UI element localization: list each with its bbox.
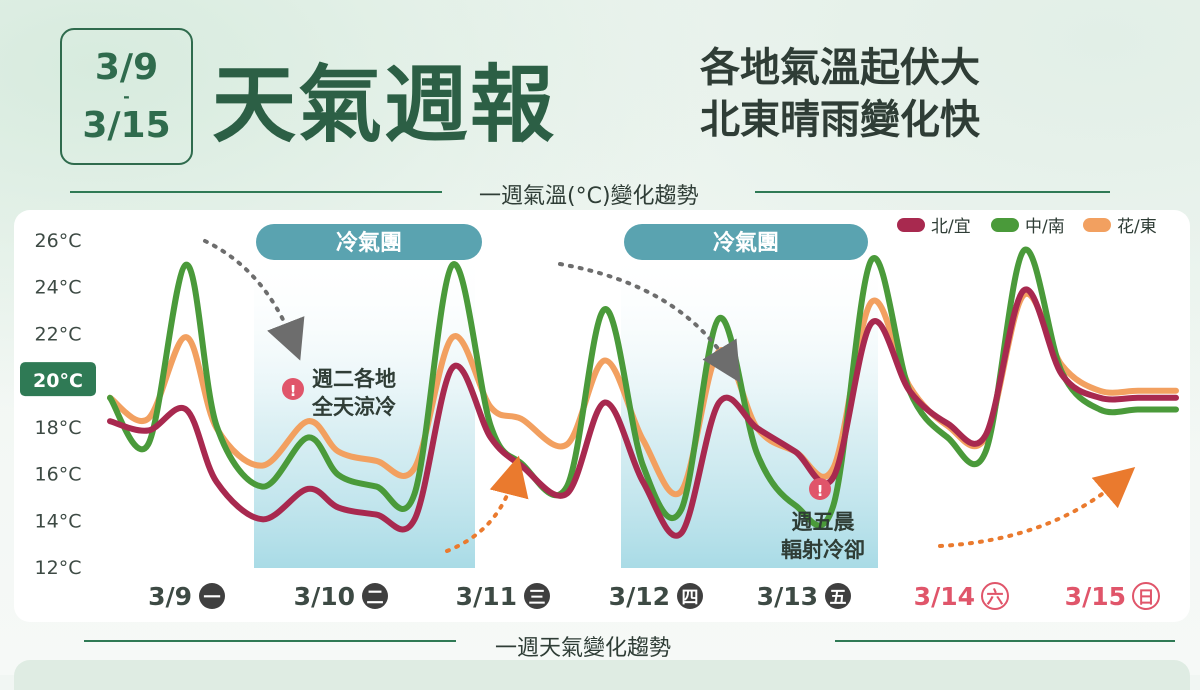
- legend-swatch: [1083, 218, 1111, 232]
- date-end: 3/15: [82, 104, 171, 146]
- section-rule-right: [755, 191, 1110, 193]
- alert-icon-fri-glyph: !: [817, 482, 824, 500]
- y-tick-label: 22°C: [35, 323, 82, 345]
- x-tick-date: 3/12: [609, 582, 670, 611]
- x-tick-date: 3/11: [456, 582, 517, 611]
- x-tick-weekday-badge: [677, 583, 703, 609]
- next-section-preview: [14, 660, 1190, 690]
- legend-label: 花/東: [1117, 217, 1157, 237]
- temp-trend-heading: 一週氣溫(°C)變化趨勢: [479, 184, 699, 209]
- x-tick-date: 3/9: [148, 582, 192, 611]
- legend-swatch: [991, 218, 1019, 232]
- y-axis: 26°C 24°C 22°C 20°C 18°C 16°C 14°C 12°C: [20, 230, 96, 579]
- alert-icon-tue: [282, 378, 304, 400]
- y-tick-label: 16°C: [35, 464, 82, 486]
- x-tick-weekday: 日: [1138, 588, 1155, 608]
- y-tick-label: 12°C: [35, 557, 82, 579]
- x-tick-weekday: 二: [367, 588, 384, 608]
- note-fri-line-2: 輻射冷卻: [781, 538, 865, 562]
- cold-mass-pill-2: [624, 224, 868, 260]
- page-title: 天氣週報: [212, 56, 557, 154]
- y-tick-label: 14°C: [35, 510, 82, 532]
- x-axis: 3/9 一 3/10 二 3/11 三 3/12 四 3/13 五 3/14 六 3/15 日: [148, 582, 1160, 611]
- x-tick-weekday: 一: [204, 588, 221, 608]
- alert-icon-tue-glyph: !: [290, 382, 297, 400]
- x-tick-weekday-badge: [981, 582, 1009, 610]
- x-tick-date: 3/13: [757, 582, 818, 611]
- section-rule-left: [70, 191, 442, 193]
- x-tick-weekday-badge: [199, 583, 225, 609]
- note-tue-line-2: 全天涼冷: [311, 395, 396, 419]
- subtitle-line-2: 北東晴雨變化快: [700, 97, 980, 143]
- x-tick-weekday: 四: [682, 588, 699, 608]
- section-rule-right-2: [835, 640, 1175, 642]
- cooling-arrow-1: [203, 239, 305, 361]
- y-tick-label: 24°C: [35, 277, 82, 299]
- series-line-1: [107, 246, 1179, 529]
- y-tick-label: 18°C: [35, 417, 82, 439]
- date-separator: -: [123, 86, 130, 106]
- series-lines: [107, 246, 1179, 539]
- x-tick-weekday-badge: [524, 583, 550, 609]
- note-fri-line-1: 週五晨: [792, 510, 856, 534]
- cold-mass-label-2: 冷氣團: [713, 230, 779, 256]
- legend-swatch: [897, 218, 925, 232]
- x-tick-weekday: 六: [987, 587, 1004, 608]
- x-tick-weekday-badge: [825, 583, 851, 609]
- series-line-0: [107, 286, 1179, 539]
- legend-label: 北/宜: [931, 217, 971, 237]
- subtitle-line-1: 各地氣溫起伏大: [700, 45, 980, 91]
- alert-icon-fri: [809, 478, 831, 500]
- y-tick-label: 26°C: [35, 230, 82, 252]
- x-tick-weekday-badge: [362, 583, 388, 609]
- x-tick-weekday: 三: [529, 588, 546, 608]
- x-tick-date: 3/14: [914, 582, 975, 611]
- warming-arrow-1: [445, 455, 529, 553]
- subtitle: 各地氣溫起伏大 北東晴雨變化快: [700, 42, 980, 146]
- date-start: 3/9: [94, 46, 159, 88]
- x-tick-weekday-badge: [1132, 582, 1160, 610]
- weather-trend-heading: 一週天氣變化趨勢: [495, 636, 672, 661]
- cold-mass-pill-1: [256, 224, 482, 260]
- date-range-badge: 3/9 - 3/15: [60, 28, 193, 165]
- x-tick-date: 3/15: [1065, 582, 1126, 611]
- x-tick-date: 3/10: [294, 582, 355, 611]
- warming-arrow-2: [938, 466, 1136, 548]
- note-tue-line-1: 週二各地: [312, 367, 396, 391]
- section-rule-left-2: [84, 640, 456, 642]
- y-tick-label: 20°C: [33, 370, 83, 392]
- temperature-chart: 冷氣團 冷氣團 26°C 24°C 22°C 20°C 18°C 16°C 14°C 12°C…: [20, 217, 1179, 611]
- y-tick-highlight: [20, 362, 96, 397]
- cooling-arrow-2: [558, 262, 741, 384]
- legend-label: 中/南: [1025, 217, 1065, 237]
- legend: 北/宜 中/南 花/東: [897, 217, 1157, 237]
- cold-mass-label-1: 冷氣團: [336, 230, 402, 256]
- x-tick-weekday: 五: [830, 588, 847, 608]
